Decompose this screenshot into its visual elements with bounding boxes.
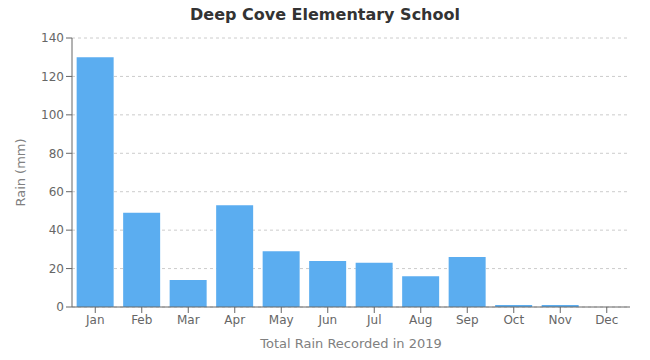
svg-text:140: 140 [41,31,64,45]
svg-text:Total Rain Recorded in 2019: Total Rain Recorded in 2019 [259,336,442,351]
svg-text:Jan: Jan [85,313,105,327]
svg-text:Mar: Mar [177,313,200,327]
svg-text:Nov: Nov [549,313,572,327]
svg-text:Sep: Sep [456,313,479,327]
svg-text:Jul: Jul [366,313,381,327]
svg-text:Jun: Jun [317,313,337,327]
svg-text:0: 0 [56,300,64,314]
svg-text:May: May [269,313,294,327]
svg-text:80: 80 [49,147,64,161]
svg-text:40: 40 [49,223,64,237]
svg-text:Aug: Aug [409,313,432,327]
svg-text:120: 120 [41,70,64,84]
svg-text:Dec: Dec [595,313,618,327]
html-text:Deep Cove Elementary School: Deep Cove Elementary School [190,5,460,24]
svg-text:Apr: Apr [224,313,245,327]
svg-text:60: 60 [49,185,64,199]
svg-text:Feb: Feb [131,313,152,327]
svg-text:Oct: Oct [503,313,524,327]
svg-text:20: 20 [49,262,64,276]
svg-text:Rain (mm): Rain (mm) [13,138,28,206]
svg-text:100: 100 [41,108,64,122]
